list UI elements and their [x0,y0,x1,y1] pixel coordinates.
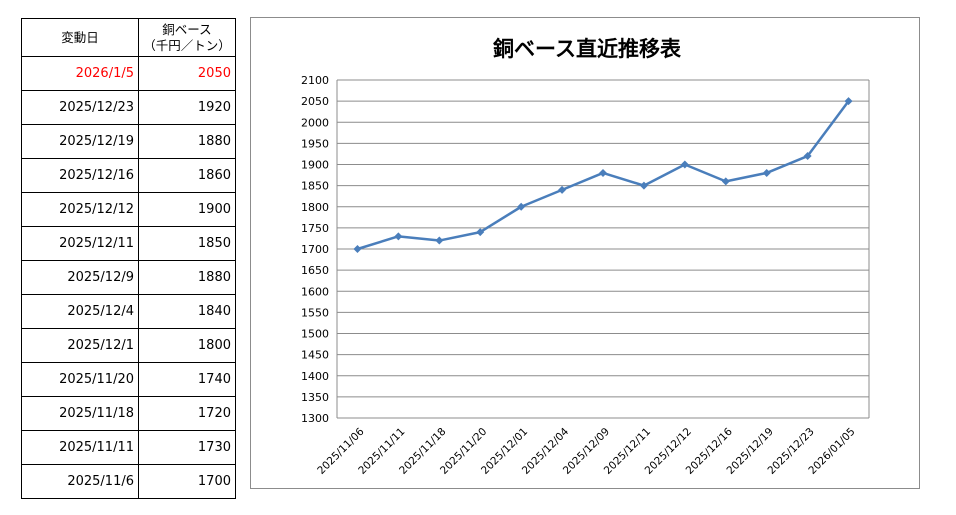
header-date: 変動日 [21,18,139,57]
row-price: 1850 [138,226,236,261]
y-tick-label: 2000 [301,116,329,129]
y-tick-label: 1550 [301,306,329,319]
row-price: 1880 [138,260,236,295]
y-tick-label: 1850 [301,180,329,193]
y-tick-label: 1600 [301,285,329,298]
y-tick-label: 1800 [301,201,329,214]
y-tick-label: 1350 [301,391,329,404]
row-price: 1920 [138,90,236,125]
table-row: 2025/11/18 1720 [21,396,236,431]
header-price-line2: （千円／トン） [143,37,231,53]
y-tick-label: 1300 [301,412,329,425]
table-row: 2025/12/23 1920 [21,90,236,125]
data-point [394,232,403,241]
table-row: 2025/12/11 1850 [21,226,236,261]
axes [336,80,870,419]
row-price: 2050 [138,56,236,91]
data-point [721,177,730,186]
header-price-line1: 銅ベース [162,21,212,37]
data-point [680,160,689,169]
table-row: 2025/12/4 1840 [21,294,236,329]
table-row: 2025/12/12 1900 [21,192,236,227]
line-chart: 銅ベース直近推移表 1300 1350 1400 1450 1500 1550 1600 16… [301,37,870,477]
y-tick-label: 1500 [301,328,329,341]
y-tick-label: 1450 [301,349,329,362]
row-date: 2025/12/19 [21,124,139,159]
table-row: 2025/12/1 1800 [21,328,236,363]
table-row: 2025/12/16 1860 [21,158,236,193]
y-tick-label: 1700 [301,243,329,256]
table-row: 2025/11/6 1700 [21,464,236,499]
table-row: 2025/11/11 1730 [21,430,236,465]
row-price: 1840 [138,294,236,329]
table-row: 2025/12/9 1880 [21,260,236,295]
row-date: 2025/12/12 [21,192,139,227]
y-tick-label: 1950 [301,137,329,150]
table-row: 2025/12/19 1880 [21,124,236,159]
data-point [599,168,607,177]
data-point [762,168,771,177]
series-layer [353,97,853,253]
row-price: 1730 [138,430,236,465]
data-point [353,245,362,253]
row-price: 1800 [138,328,236,363]
data-point [844,97,853,106]
row-date: 2025/12/4 [21,294,139,329]
data-point [517,202,526,211]
chart-title: 銅ベース直近推移表 [493,37,682,61]
data-point [639,181,648,190]
price-table: 変動日 銅ベース （千円／トン） 2026/1/5 2050 2025/12/23 1… [21,18,236,499]
row-date: 2025/12/1 [21,328,139,363]
row-date: 2025/11/18 [21,396,139,431]
table-header-row: 変動日 銅ベース （千円／トン） [21,18,236,57]
chart-area: 銅ベース直近推移表 1300 1350 1400 1450 1500 1550 1600 16… [250,17,920,489]
y-tick-label: 1400 [301,370,329,383]
data-point [558,185,567,194]
row-price: 1740 [138,362,236,397]
row-date: 2025/12/9 [21,260,139,295]
table-body: 2026/1/5 2050 2025/12/23 1920 2025/12/19 1880… [21,56,236,499]
x-tick-labels: 2025/11/062025/11/112025/11/182025/11/20… [315,425,857,477]
y-tick-labels: 1300 1350 1400 1450 1500 1550 1600 1650 1700 1750… [301,74,329,425]
y-tick-label: 2100 [301,74,329,87]
row-date: 2026/1/5 [21,56,139,91]
row-date: 2025/12/16 [21,158,139,193]
data-point [435,236,444,245]
grid-lines [337,79,869,419]
row-date: 2025/11/6 [21,464,139,499]
data-point [476,228,485,237]
row-price: 1900 [138,192,236,227]
row-date: 2025/11/20 [21,362,139,397]
header-price: 銅ベース （千円／トン） [138,18,236,57]
y-tick-label: 1750 [301,222,329,235]
row-date: 2025/12/23 [21,90,139,125]
table-row: 2025/11/20 1740 [21,362,236,397]
row-price: 1700 [138,464,236,499]
data-point [803,152,812,161]
y-tick-label: 1650 [301,264,329,277]
y-tick-label: 1900 [301,159,329,172]
row-price: 1720 [138,396,236,431]
row-date: 2025/12/11 [21,226,139,261]
row-date: 2025/11/11 [21,430,139,465]
y-tick-label: 2050 [301,95,329,108]
table-row: 2026/1/5 2050 [21,56,236,91]
row-price: 1860 [138,158,236,193]
row-price: 1880 [138,124,236,159]
